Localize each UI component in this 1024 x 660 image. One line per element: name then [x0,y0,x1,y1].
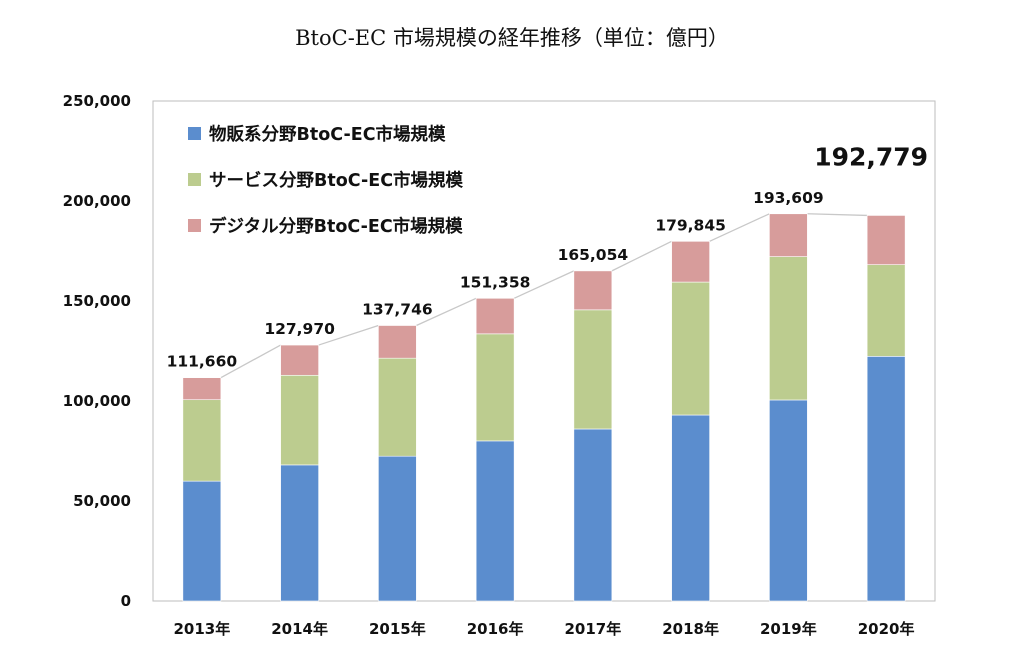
x-axis: 2013年 2014年 2015年 2016年 2017年 2018年 2019年 2020年 [174,620,915,638]
bar-segment-series-0 [280,464,319,602]
bar-segment-series-2 [866,215,906,265]
bar-segment-series-1 [182,399,222,482]
total-label-highlighted: 192,779 [814,142,928,171]
legend-label-series-0: 物販系分野BtoC-EC市場規模 [209,124,446,145]
total-connector-lines [220,213,868,379]
x-tick-label: 2020年 [858,620,915,638]
bar-segment-series-0 [475,440,515,602]
x-tick-label: 2017年 [565,620,622,638]
total-connector-line [220,344,281,379]
total-label: 127,970 [264,320,335,338]
bar-segment-series-0 [573,428,613,602]
total-connector-line [416,297,477,327]
y-tick-label: 150,000 [63,292,131,310]
x-tick-label: 2018年 [662,620,719,638]
total-connector-line [318,324,379,346]
bar-segment-series-2 [475,297,515,335]
total-label: 151,358 [460,273,531,291]
chart-title: BtoC-EC 市場規模の経年推移（単位：億円） [295,26,729,50]
total-connector-line [709,213,770,242]
x-tick-label: 2016年 [467,620,524,638]
y-tick-label: 0 [121,592,131,610]
bar-segment-series-2 [573,270,613,311]
bar-segment-series-2 [671,241,710,283]
y-tick-label: 250,000 [63,92,131,110]
total-connector-line [807,213,868,217]
plot-frame [152,100,936,602]
legend-label-series-1: サービス分野BtoC-EC市場規模 [209,170,464,191]
bar-segment-series-1 [866,264,906,357]
bar-segment-series-1 [378,357,417,457]
bar-segment-series-1 [769,256,808,401]
legend-swatch-series-2 [188,219,201,232]
bar-segment-series-2 [769,213,808,257]
y-axis: 0 50,000 100,000 150,000 200,000 250,000 [63,92,131,610]
x-tick-label: 2019年 [760,620,817,638]
bar-segment-series-1 [280,374,319,466]
total-label: 165,054 [558,246,629,264]
y-tick-label: 200,000 [63,192,131,210]
bar-segment-series-0 [378,455,417,602]
y-tick-label: 50,000 [73,492,131,510]
total-label: 179,845 [655,216,726,234]
plot-border [152,100,936,602]
bar-segment-series-2 [280,344,319,376]
total-connector-line [611,240,672,272]
bars [182,213,906,602]
total-label: 193,609 [753,189,824,207]
bar-segment-series-1 [671,281,710,416]
legend-swatch-series-1 [188,173,201,186]
bar-segment-series-2 [182,377,222,401]
legend: 物販系分野BtoC-EC市場規模サービス分野BtoC-EC市場規模デジタル分野B… [188,124,464,237]
total-label: 137,746 [362,301,433,319]
total-label: 111,660 [167,353,238,371]
bar-segment-series-0 [769,399,808,602]
x-tick-label: 2014年 [271,620,328,638]
bar-segment-series-0 [671,414,710,602]
legend-label-series-2: デジタル分野BtoC-EC市場規模 [209,216,463,237]
bar-segment-series-2 [378,325,417,359]
bar-segment-series-1 [475,333,515,442]
total-labels: 111,660 127,970 137,746 151,358 165,054 179,8… [167,142,928,370]
total-connector-line [513,270,575,299]
bar-segment-series-1 [573,309,613,430]
x-tick-label: 2015年 [369,620,426,638]
bar-segment-series-0 [866,356,906,602]
bar-segment-series-0 [182,480,222,602]
x-tick-label: 2013年 [174,620,231,638]
y-tick-label: 100,000 [63,392,131,410]
legend-swatch-series-0 [188,127,201,140]
